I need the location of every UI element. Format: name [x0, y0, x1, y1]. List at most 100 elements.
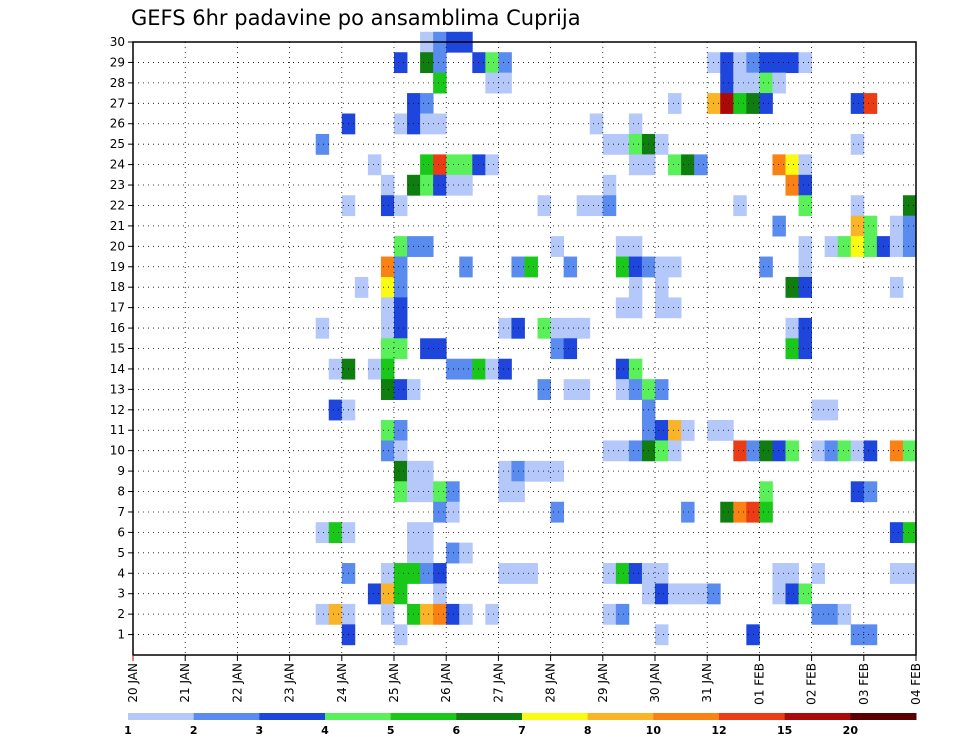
- heatmap-cell: [889, 440, 904, 462]
- heatmap-cell: [446, 501, 460, 523]
- heatmap-cell: [420, 93, 434, 114]
- heatmap-cell: [394, 583, 408, 605]
- y-axis: 1234567891011121314151617181920212223242…: [110, 35, 133, 642]
- colorbar-swatch: [587, 713, 654, 720]
- heatmap-cell: [380, 276, 395, 298]
- heatmap-cell: [472, 52, 486, 74]
- x-tick-label: 03 FEB: [857, 663, 871, 705]
- heatmap-cell: [433, 154, 447, 176]
- cells-layer: [315, 31, 917, 646]
- heatmap-cell: [785, 563, 799, 584]
- heatmap-cell: [759, 501, 773, 523]
- y-tick-label: 5: [117, 546, 125, 560]
- heatmap-cell: [655, 440, 669, 462]
- heatmap-cell: [668, 256, 682, 278]
- colorbar-label: 8: [584, 724, 592, 737]
- heatmap-cell: [668, 583, 682, 605]
- heatmap-cell: [668, 154, 682, 176]
- heatmap-cell: [550, 317, 565, 339]
- heatmap-cell: [759, 52, 773, 74]
- heatmap-cell: [720, 420, 734, 441]
- heatmap-cell: [485, 52, 499, 74]
- heatmap-cell: [863, 481, 878, 503]
- heatmap-cell: [537, 317, 551, 339]
- heatmap-cell: [537, 460, 551, 482]
- heatmap-cell: [902, 563, 917, 584]
- heatmap-cell: [602, 603, 617, 625]
- heatmap-cell: [628, 563, 643, 584]
- colorbar-label: 6: [453, 724, 461, 737]
- colorbar-label: 3: [256, 724, 264, 737]
- heatmap-cell: [315, 603, 330, 625]
- heatmap-cell: [798, 338, 812, 360]
- heatmap-cell: [615, 563, 630, 584]
- colorbar-swatch: [390, 713, 457, 720]
- heatmap-cell: [772, 52, 786, 74]
- heatmap-cell: [902, 215, 917, 237]
- heatmap-cell: [785, 583, 799, 605]
- x-tick-label: 01 FEB: [752, 663, 766, 705]
- heatmap-cell: [524, 460, 538, 482]
- heatmap-cell: [380, 583, 395, 605]
- heatmap-cell: [837, 236, 852, 257]
- y-tick-label: 14: [110, 362, 125, 376]
- heatmap-cell: [459, 358, 473, 380]
- heatmap-cell: [602, 563, 617, 584]
- heatmap-cell: [380, 174, 395, 196]
- heatmap-cell: [668, 297, 682, 319]
- heatmap-cell: [380, 256, 395, 278]
- heatmap-cell: [563, 317, 578, 339]
- x-tick-label: 30 JAN: [648, 663, 662, 703]
- heatmap-cell: [498, 460, 512, 482]
- heatmap-cell: [433, 174, 447, 196]
- heatmap-cell: [498, 481, 512, 503]
- y-tick-label: 7: [117, 505, 125, 519]
- heatmap-cell: [537, 379, 551, 400]
- heatmap-cell: [524, 256, 538, 278]
- heatmap-cell: [420, 603, 434, 625]
- heatmap-cell: [589, 195, 604, 217]
- x-tick-label: 29 JAN: [596, 663, 610, 703]
- y-tick-label: 2: [117, 607, 125, 621]
- heatmap-cell: [433, 481, 447, 503]
- heatmap-cell: [628, 358, 643, 380]
- x-tick-label: 28 JAN: [544, 663, 558, 703]
- heatmap-cell: [459, 174, 473, 196]
- heatmap-cell: [485, 603, 499, 625]
- y-tick-label: 17: [110, 301, 125, 315]
- heatmap-cell: [315, 317, 330, 339]
- y-tick-label: 24: [110, 158, 125, 172]
- y-tick-label: 21: [110, 219, 125, 233]
- y-tick-label: 6: [117, 525, 125, 539]
- colorbar: 1 2 3 4 5 6 7 8 10 12 15 20: [124, 713, 917, 737]
- heatmap-cell: [681, 583, 695, 605]
- heatmap-cell: [420, 154, 434, 176]
- heatmap-cell: [394, 624, 408, 646]
- heatmap-cell: [628, 256, 643, 278]
- heatmap-cell: [889, 276, 904, 298]
- heatmap-cell: [668, 93, 682, 114]
- heatmap-cell: [485, 154, 499, 176]
- heatmap-cell: [380, 297, 395, 319]
- heatmap-cell: [433, 501, 447, 523]
- heatmap-cell: [602, 440, 617, 462]
- heatmap-cell: [589, 113, 604, 135]
- heatmap-cell: [420, 52, 434, 74]
- heatmap-cell: [733, 72, 747, 94]
- heatmap-cell: [655, 624, 669, 646]
- heatmap-cell: [433, 52, 447, 74]
- heatmap-cell: [720, 52, 734, 74]
- y-tick-label: 11: [110, 423, 125, 437]
- colorbar-label: 5: [387, 724, 395, 737]
- heatmap-cell: [759, 440, 773, 462]
- x-tick-label: 22 JAN: [230, 663, 244, 703]
- x-tick-label: 20 JAN: [126, 663, 140, 703]
- heatmap-cell: [798, 583, 812, 605]
- heatmap-cell: [628, 133, 643, 155]
- heatmap-cell: [733, 195, 747, 217]
- heatmap-cell: [798, 317, 812, 339]
- heatmap-cell: [446, 481, 460, 503]
- heatmap-cell: [759, 72, 773, 94]
- heatmap-cell: [394, 379, 408, 400]
- heatmap-cell: [394, 113, 408, 135]
